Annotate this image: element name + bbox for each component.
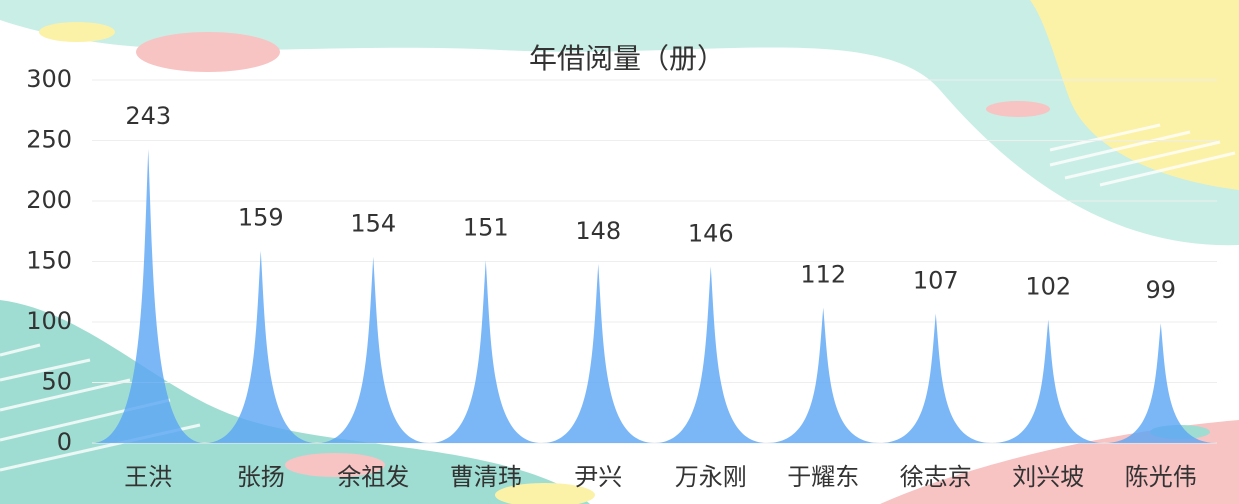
value-label: 112 bbox=[800, 260, 846, 288]
value-label: 154 bbox=[350, 210, 396, 238]
value-label: 107 bbox=[913, 267, 959, 295]
x-tick-label: 刘兴坡 bbox=[1012, 463, 1084, 491]
y-tick-label: 150 bbox=[26, 247, 72, 275]
y-tick-label: 250 bbox=[26, 126, 72, 154]
value-label: 159 bbox=[238, 204, 284, 232]
x-tick-label: 于耀东 bbox=[787, 463, 859, 491]
value-label: 102 bbox=[1025, 273, 1071, 301]
value-label: 151 bbox=[463, 213, 509, 241]
chart: 年借阅量（册） 0 50 100 150 200 250 300 243 王洪 159 张扬 154 余… bbox=[0, 0, 1239, 504]
y-tick-label: 50 bbox=[41, 368, 72, 396]
x-tick-label: 万永刚 bbox=[675, 463, 747, 491]
value-label: 146 bbox=[688, 219, 734, 247]
x-tick-label: 陈光伟 bbox=[1125, 463, 1197, 491]
x-tick-label: 徐志京 bbox=[900, 463, 972, 491]
x-tick-label: 余祖发 bbox=[337, 463, 409, 491]
y-tick-label: 200 bbox=[26, 186, 72, 214]
x-tick-label: 尹兴 bbox=[574, 463, 622, 491]
y-tick-label: 100 bbox=[26, 307, 72, 335]
value-label: 148 bbox=[575, 217, 621, 245]
x-tick-label: 王洪 bbox=[124, 463, 172, 491]
y-tick-label: 300 bbox=[26, 65, 72, 93]
x-tick-label: 曹清玮 bbox=[450, 463, 522, 491]
y-tick-label: 0 bbox=[57, 428, 72, 456]
value-label: 243 bbox=[125, 102, 171, 130]
x-tick-label: 张扬 bbox=[237, 463, 285, 491]
chart-title: 年借阅量（册） bbox=[529, 42, 725, 75]
value-label: 99 bbox=[1145, 276, 1176, 304]
